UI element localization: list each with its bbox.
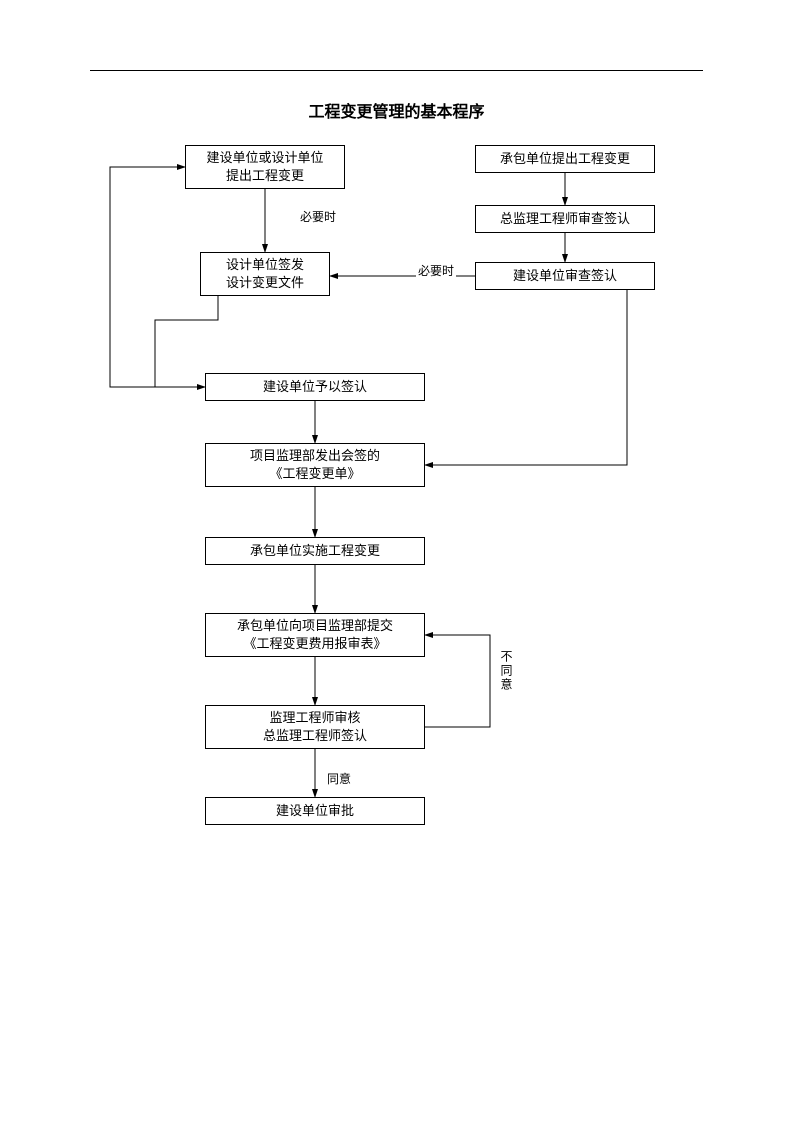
diagram-title: 工程变更管理的基本程序 <box>0 98 793 122</box>
flowchart-node: 建设单位审批 <box>205 797 425 825</box>
flowchart-edge <box>425 635 490 727</box>
flowchart-node: 建设单位予以签认 <box>205 373 425 401</box>
edge-label: 必要时 <box>416 262 456 279</box>
flowchart-node: 项目监理部发出会签的《工程变更单》 <box>205 443 425 487</box>
flowchart-node: 承包单位提出工程变更 <box>475 145 655 173</box>
flowchart-node: 监理工程师审核总监理工程师签认 <box>205 705 425 749</box>
header-rule <box>90 70 703 71</box>
edge-label: 不同意 <box>498 650 515 692</box>
flowchart-node: 建设单位审查签认 <box>475 262 655 290</box>
page: 工程变更管理的基本程序 建设单位或设计单位提出工程变更 承包单位提出工程变更总监理… <box>0 0 793 1122</box>
flowchart-node: 承包单位实施工程变更 <box>205 537 425 565</box>
flowchart-node: 总监理工程师审查签认 <box>475 205 655 233</box>
flowchart-node: 设计单位签发设计变更文件 <box>200 252 330 296</box>
flowchart-edge <box>425 290 627 465</box>
flowchart-node: 建设单位或设计单位提出工程变更 <box>185 145 345 189</box>
edge-label: 必要时 <box>298 208 338 225</box>
edge-label: 同意 <box>325 770 353 787</box>
flowchart-edge <box>110 167 205 387</box>
flowchart-node: 承包单位向项目监理部提交《工程变更费用报审表》 <box>205 613 425 657</box>
